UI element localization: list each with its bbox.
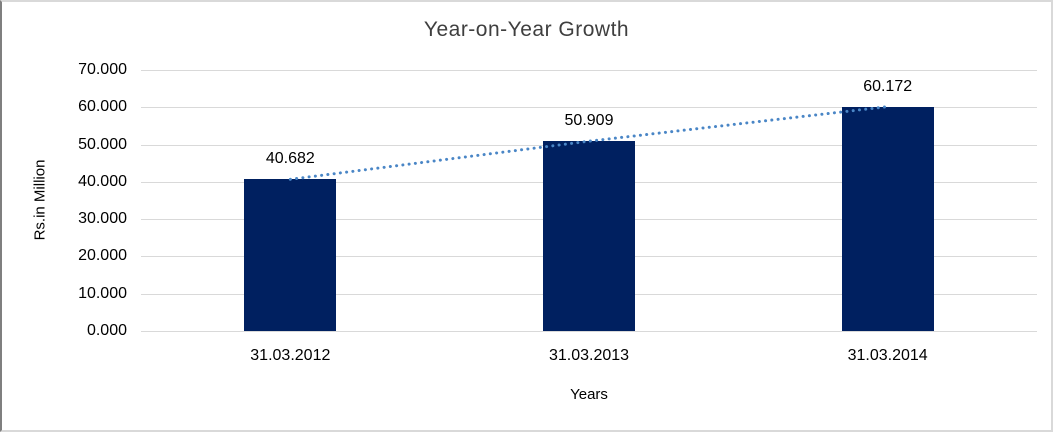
gridline — [141, 70, 1037, 71]
bar — [543, 141, 635, 331]
gridline — [141, 331, 1037, 332]
y-tick-label: 30.000 — [78, 210, 127, 228]
y-tick-label: 0.000 — [86, 322, 127, 339]
x-axis-title: Years — [570, 386, 608, 403]
y-tick-label: 10.000 — [78, 284, 127, 302]
bar — [244, 179, 337, 331]
bar-value-label: 50.909 — [564, 112, 614, 130]
y-tick-label: 50.000 — [78, 135, 127, 153]
category-label: 31.03.2012 — [250, 347, 331, 364]
y-tick-label: 40.000 — [78, 172, 127, 190]
y-tick-label: 60.000 — [78, 98, 127, 116]
category-label: 31.03.2013 — [548, 347, 630, 364]
category-label: 31.03.2014 — [847, 347, 928, 364]
y-tick-label: 70.000 — [78, 61, 127, 78]
bar-value-label: 40.682 — [265, 150, 315, 168]
bar — [841, 106, 934, 331]
y-tick-label: 20.000 — [78, 247, 127, 265]
chart-title: Year-on-Year Growth — [423, 18, 630, 41]
bar-value-label: 60.172 — [863, 77, 913, 95]
